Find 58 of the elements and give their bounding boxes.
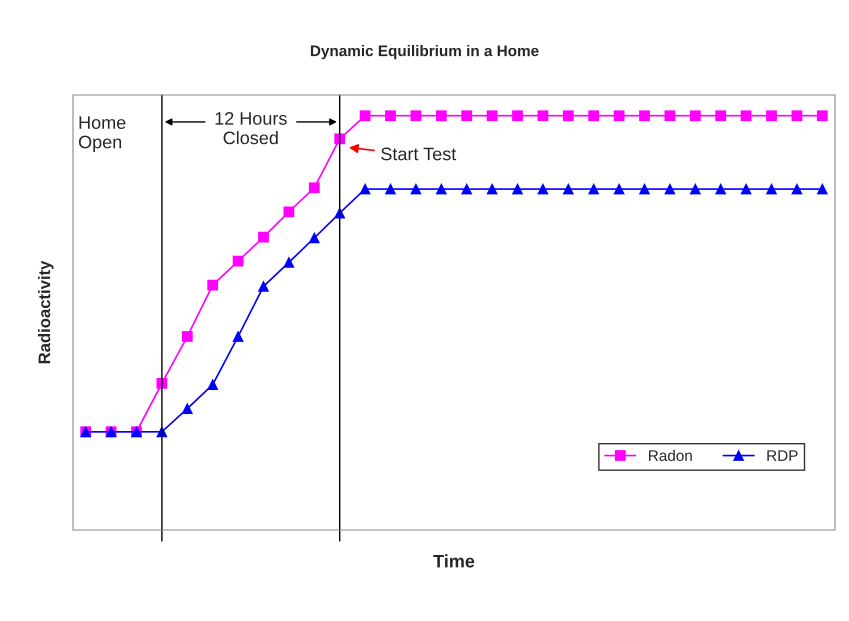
point <box>284 256 294 268</box>
point <box>258 232 269 242</box>
point <box>766 184 777 194</box>
point <box>308 232 320 244</box>
point <box>410 110 422 122</box>
point <box>207 379 218 390</box>
annotation: Home Open <box>78 116 126 152</box>
point <box>588 184 600 194</box>
point <box>588 110 600 122</box>
point <box>385 110 396 122</box>
point <box>258 281 269 292</box>
point <box>816 184 828 194</box>
point <box>816 110 828 122</box>
point <box>512 110 523 122</box>
point <box>614 110 624 122</box>
point <box>792 110 802 122</box>
point <box>308 182 320 194</box>
legend-label: RDP <box>767 450 798 461</box>
point <box>538 110 548 122</box>
point <box>690 110 701 122</box>
point <box>436 110 447 122</box>
point <box>410 184 422 194</box>
point <box>232 331 244 342</box>
point <box>284 206 294 218</box>
point <box>766 110 777 122</box>
point <box>232 256 244 267</box>
point <box>792 184 802 194</box>
legend-label: Radon <box>649 450 692 462</box>
point <box>360 184 370 194</box>
point <box>614 184 624 194</box>
x-axis-title: Time <box>433 554 474 568</box>
chart-title: Dynamic Equilibrium in a Home <box>310 45 539 60</box>
point <box>461 110 472 122</box>
point <box>486 184 498 194</box>
point <box>664 184 676 194</box>
point <box>461 184 472 194</box>
point <box>360 110 370 122</box>
point <box>562 184 574 194</box>
point <box>436 184 447 194</box>
point <box>664 110 676 122</box>
point <box>639 110 650 122</box>
point <box>715 184 726 194</box>
point <box>639 184 650 194</box>
point <box>715 110 726 122</box>
point <box>690 184 701 194</box>
point <box>562 110 574 122</box>
point <box>740 184 752 194</box>
annotation: Start Test <box>381 148 456 160</box>
point <box>385 184 396 194</box>
annotation: 12 Hours Closed <box>216 112 287 144</box>
point <box>538 184 548 194</box>
point <box>512 184 523 194</box>
point <box>740 110 752 122</box>
y-axis-title: Radioactivity <box>38 260 54 364</box>
point <box>182 331 193 342</box>
point <box>207 280 218 291</box>
point <box>182 403 193 414</box>
point <box>486 110 498 122</box>
